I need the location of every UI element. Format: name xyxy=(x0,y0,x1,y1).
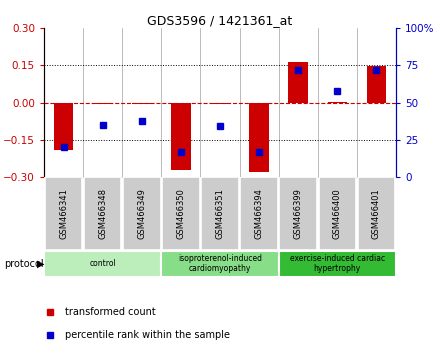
FancyBboxPatch shape xyxy=(84,177,121,250)
Text: percentile rank within the sample: percentile rank within the sample xyxy=(65,330,230,341)
Text: ▶: ▶ xyxy=(37,259,45,269)
Text: GSM466399: GSM466399 xyxy=(294,188,303,239)
Text: isoproterenol-induced
cardiomyopathy: isoproterenol-induced cardiomyopathy xyxy=(178,254,262,273)
FancyBboxPatch shape xyxy=(240,177,278,250)
Text: GSM466341: GSM466341 xyxy=(59,188,68,239)
Text: control: control xyxy=(89,259,116,268)
FancyBboxPatch shape xyxy=(358,177,395,250)
Text: GSM466348: GSM466348 xyxy=(98,188,107,239)
FancyBboxPatch shape xyxy=(45,177,82,250)
FancyBboxPatch shape xyxy=(161,251,279,277)
Bar xyxy=(327,102,347,103)
Text: GSM466400: GSM466400 xyxy=(333,188,342,239)
FancyBboxPatch shape xyxy=(279,251,396,277)
FancyBboxPatch shape xyxy=(279,177,317,250)
FancyBboxPatch shape xyxy=(162,177,200,250)
Bar xyxy=(210,103,230,104)
Text: protocol: protocol xyxy=(4,259,44,269)
Bar xyxy=(93,103,113,104)
Bar xyxy=(132,103,151,104)
Bar xyxy=(289,62,308,103)
Title: GDS3596 / 1421361_at: GDS3596 / 1421361_at xyxy=(147,14,293,27)
FancyBboxPatch shape xyxy=(201,177,239,250)
Text: GSM466349: GSM466349 xyxy=(137,188,146,239)
FancyBboxPatch shape xyxy=(319,177,356,250)
Text: transformed count: transformed count xyxy=(65,307,156,318)
Bar xyxy=(171,103,191,170)
Text: GSM466401: GSM466401 xyxy=(372,188,381,239)
Bar xyxy=(249,103,269,172)
Text: GSM466351: GSM466351 xyxy=(216,188,224,239)
Bar xyxy=(54,103,73,150)
FancyBboxPatch shape xyxy=(123,177,161,250)
Bar xyxy=(367,66,386,103)
Text: GSM466394: GSM466394 xyxy=(255,188,264,239)
Text: GSM466350: GSM466350 xyxy=(176,188,185,239)
Text: exercise-induced cardiac
hypertrophy: exercise-induced cardiac hypertrophy xyxy=(290,254,385,273)
FancyBboxPatch shape xyxy=(44,251,161,277)
